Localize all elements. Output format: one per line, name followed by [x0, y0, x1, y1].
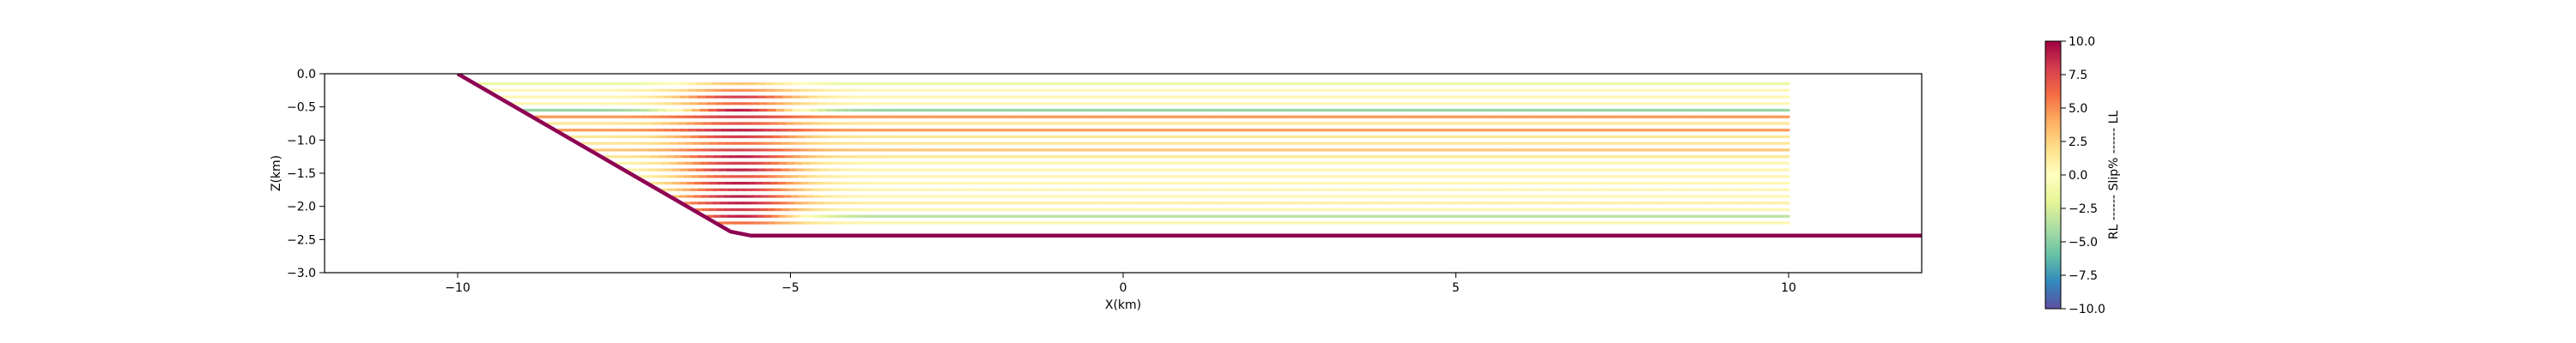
fault-line — [456, 74, 1922, 238]
colorbar — [2044, 40, 2062, 310]
colorbar-ticks: 10.0 7.5 5.0 2.5 0.0 −2.5 −5.0 −7.5 −10.0 — [2061, 35, 2105, 316]
y-tick-label: −1.5 — [287, 167, 316, 181]
colorbar-tick-label: −2.5 — [2069, 202, 2098, 216]
y-tick-label: −1.0 — [287, 134, 316, 147]
x-tick-label: 5 — [1452, 281, 1460, 295]
y-tick-label: −0.5 — [287, 101, 316, 115]
y-axis-label: Z(km) — [270, 155, 283, 191]
colorbar-tick-label: −5.0 — [2069, 236, 2098, 250]
y-tick-label: −2.0 — [287, 201, 316, 214]
plot-area-background — [325, 74, 1922, 273]
colorbar-label: RL ------ Slip% ------ LL — [2107, 111, 2121, 240]
colorbar-tick-label: −7.5 — [2069, 269, 2098, 283]
colorbar-tick-label: 10.0 — [2069, 35, 2095, 49]
colorbar-tick-label: 0.0 — [2069, 169, 2087, 183]
x-tick-label: 0 — [1120, 281, 1127, 295]
y-axis-ticks: 0.0 −0.5 −1.0 −1.5 −2.0 −2.5 −3.0 — [287, 68, 325, 280]
x-axis-ticks: −10 −5 0 5 10 — [445, 273, 1796, 295]
x-tick-label: 10 — [1781, 281, 1796, 295]
y-tick-label: 0.0 — [297, 68, 316, 81]
y-tick-label: −2.5 — [287, 233, 316, 247]
fault-trace — [456, 74, 1922, 238]
colorbar-tick-label: 7.5 — [2069, 69, 2087, 82]
colorbar-tick-label: 2.5 — [2069, 135, 2087, 149]
colorbar-tick-label: −10.0 — [2069, 303, 2105, 316]
colorbar-tick-label: 5.0 — [2069, 102, 2087, 116]
slip-lines — [477, 81, 1790, 225]
x-tick-label: −10 — [445, 281, 471, 295]
x-axis-label: X(km) — [1105, 298, 1141, 312]
x-tick-label: −5 — [781, 281, 799, 295]
y-tick-label: −3.0 — [287, 267, 316, 280]
